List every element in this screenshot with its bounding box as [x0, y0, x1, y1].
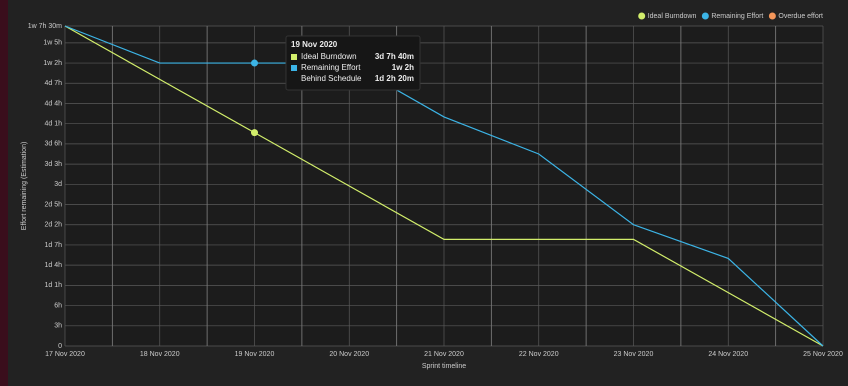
- x-tick-label: 24 Nov 2020: [708, 351, 748, 358]
- tooltip-marker: [291, 65, 297, 71]
- y-tick-label: 2d 5h: [44, 201, 62, 208]
- x-tick-label: 21 Nov 2020: [424, 351, 464, 358]
- y-tick-label: 4d 7h: [44, 80, 62, 87]
- y-tick-label: 1w 5h: [43, 40, 62, 47]
- tooltip-label: Behind Schedule: [301, 74, 362, 83]
- y-tick-label: 1w 7h 30m: [28, 23, 62, 30]
- side-stripe: [0, 0, 8, 386]
- tooltip-box: [285, 35, 421, 91]
- y-tick-label: 3d: [54, 181, 62, 188]
- tooltip-marker: [291, 54, 297, 60]
- tooltip-label: Ideal Burndown: [301, 52, 357, 61]
- x-tick-label: 18 Nov 2020: [140, 351, 180, 358]
- y-tick-label: 4d 1h: [44, 121, 62, 128]
- y-tick-label: 3d 3h: [44, 161, 62, 168]
- legend-label: Ideal Burndown: [648, 13, 697, 20]
- y-tick-label: 1w 2h: [43, 60, 62, 67]
- legend-marker: [768, 12, 776, 20]
- tooltip: 19 Nov 2020 Ideal Burndown 3d 7h 40m Remain…: [285, 35, 421, 91]
- y-tick-label: 3d 6h: [44, 141, 62, 148]
- legend-label: Remaining Effort: [711, 13, 763, 20]
- y-tick-label: 1d 7h: [44, 242, 62, 249]
- tooltip-value: 1d 2h 20m: [375, 74, 414, 83]
- highlight-point: [251, 59, 258, 67]
- legend-marker: [701, 12, 709, 20]
- series-line: [64, 25, 824, 347]
- x-tick-label: 22 Nov 2020: [519, 351, 559, 358]
- y-tick-label: 2d 2h: [44, 222, 62, 229]
- y-tick-label: 1d 1h: [44, 282, 62, 289]
- x-tick-label: 25 Nov 2020: [803, 351, 843, 358]
- y-axis-title: Effort remaining (Estimation): [21, 142, 28, 231]
- x-tick-label: 20 Nov 2020: [329, 351, 369, 358]
- x-tick-label: 17 Nov 2020: [45, 351, 85, 358]
- series-line: [64, 25, 824, 347]
- x-tick-label: 23 Nov 2020: [614, 351, 654, 358]
- legend-label: Overdue effort: [778, 13, 823, 20]
- tooltip-label: Remaining Effort: [301, 63, 361, 72]
- y-tick-label: 4d 4h: [44, 100, 62, 107]
- tooltip-value: 3d 7h 40m: [375, 52, 414, 61]
- y-tick-label: 3h: [54, 323, 62, 330]
- y-tick-label: 1d 4h: [44, 262, 62, 269]
- legend-marker: [638, 12, 646, 20]
- highlight-point: [251, 129, 258, 137]
- x-axis-title: Sprint timeline: [422, 363, 466, 370]
- tooltip-title: 19 Nov 2020: [291, 40, 338, 49]
- tooltip-value: 1w 2h: [392, 63, 414, 72]
- x-tick-label: 19 Nov 2020: [235, 351, 275, 358]
- y-tick-label: 0: [58, 343, 62, 350]
- y-tick-label: 6h: [54, 302, 62, 309]
